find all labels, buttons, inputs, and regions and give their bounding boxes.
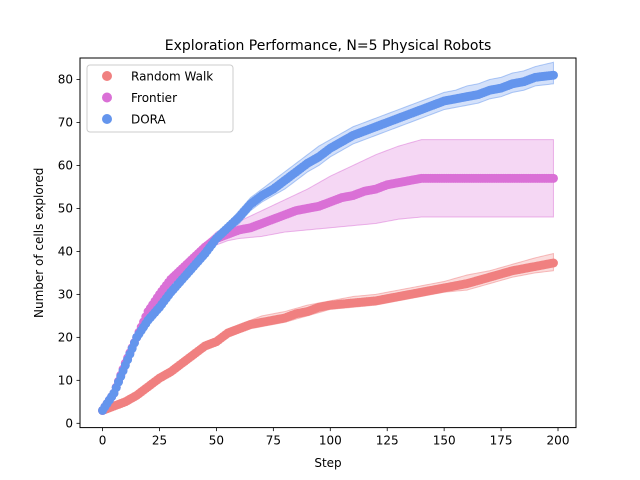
legend-marker-random-walk (102, 71, 112, 81)
y-tick-label: 80 (58, 73, 73, 87)
legend-label-dora: DORA (131, 113, 167, 127)
y-tick-label: 0 (65, 417, 73, 431)
x-tick-label: 150 (433, 434, 456, 448)
x-tick-label: 175 (490, 434, 513, 448)
legend-marker-frontier (102, 92, 112, 103)
series-dora (98, 70, 558, 415)
y-tick-label: 40 (58, 245, 73, 259)
chart-title: Exploration Performance, N=5 Physical Ro… (165, 38, 492, 54)
point-random-walk (548, 258, 558, 268)
x-tick-label: 100 (319, 434, 342, 448)
y-tick-label: 30 (58, 288, 73, 302)
data-points (98, 70, 558, 415)
y-axis-label: Number of cells explored (32, 168, 46, 318)
legend-marker-dora (102, 114, 112, 124)
x-axis-ticks: 0 25 50 75 100 125 150 175 200 (99, 427, 570, 448)
point-dora (548, 70, 558, 80)
y-tick-label: 20 (58, 331, 73, 345)
x-tick-label: 0 (99, 434, 107, 448)
y-tick-label: 10 (58, 374, 73, 388)
plot-frame (79, 57, 577, 429)
legend-box (86, 64, 234, 133)
x-axis-label: Step (314, 456, 341, 470)
legend-label-random-walk: Random Walk (131, 70, 213, 84)
x-tick-label: 125 (376, 434, 399, 448)
x-tick-label: 200 (547, 434, 570, 448)
series-random-walk (98, 258, 558, 415)
point-frontier (548, 173, 558, 183)
x-tick-label: 25 (152, 434, 167, 448)
x-tick-label: 50 (209, 434, 224, 448)
x-tick-label: 75 (266, 434, 281, 448)
y-tick-label: 50 (58, 202, 73, 216)
y-tick-label: 70 (58, 116, 73, 130)
y-axis-ticks: 0 10 20 30 40 50 60 70 80 (58, 73, 80, 431)
legend-label-frontier: Frontier (131, 91, 177, 105)
y-tick-label: 60 (58, 159, 73, 173)
legend: Random Walk Frontier DORA (86, 64, 234, 133)
